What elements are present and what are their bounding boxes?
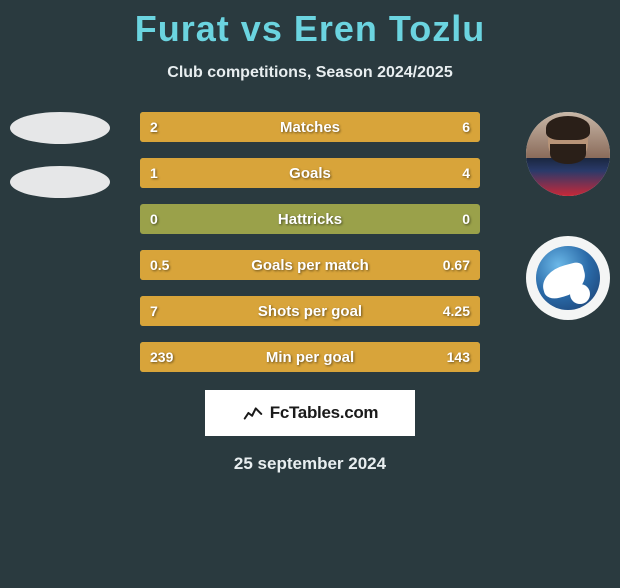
stat-label: Shots per goal <box>140 296 480 326</box>
stat-label: Matches <box>140 112 480 142</box>
stat-row: 1Goals4 <box>140 158 480 188</box>
right-club-badge <box>526 236 610 320</box>
left-player-column <box>10 112 110 220</box>
date-label: 25 september 2024 <box>0 454 620 474</box>
left-player-avatar <box>10 112 110 144</box>
stat-label: Goals <box>140 158 480 188</box>
left-club-badge <box>10 166 110 198</box>
stat-value-right: 0.67 <box>443 250 470 280</box>
subtitle: Club competitions, Season 2024/2025 <box>0 64 620 82</box>
stat-value-right: 143 <box>447 342 470 372</box>
stat-value-right: 0 <box>462 204 470 234</box>
stat-row: 7Shots per goal4.25 <box>140 296 480 326</box>
fctables-icon <box>242 402 264 424</box>
attribution-box: FcTables.com <box>205 390 415 436</box>
comparison-content: 2Matches6 1Goals4 0Hattricks0 0.5Goals per … <box>0 112 620 372</box>
stat-row: 2Matches6 <box>140 112 480 142</box>
stat-row: 239Min per goal143 <box>140 342 480 372</box>
page-title: Furat vs Eren Tozlu <box>0 8 620 50</box>
stat-label: Hattricks <box>140 204 480 234</box>
stat-label: Goals per match <box>140 250 480 280</box>
stat-value-right: 4 <box>462 158 470 188</box>
stat-value-right: 6 <box>462 112 470 142</box>
stat-row: 0.5Goals per match0.67 <box>140 250 480 280</box>
stat-label: Min per goal <box>140 342 480 372</box>
attribution-text: FcTables.com <box>270 403 379 423</box>
stat-value-right: 4.25 <box>443 296 470 326</box>
right-player-column <box>526 112 610 320</box>
stat-row: 0Hattricks0 <box>140 204 480 234</box>
right-player-avatar <box>526 112 610 196</box>
